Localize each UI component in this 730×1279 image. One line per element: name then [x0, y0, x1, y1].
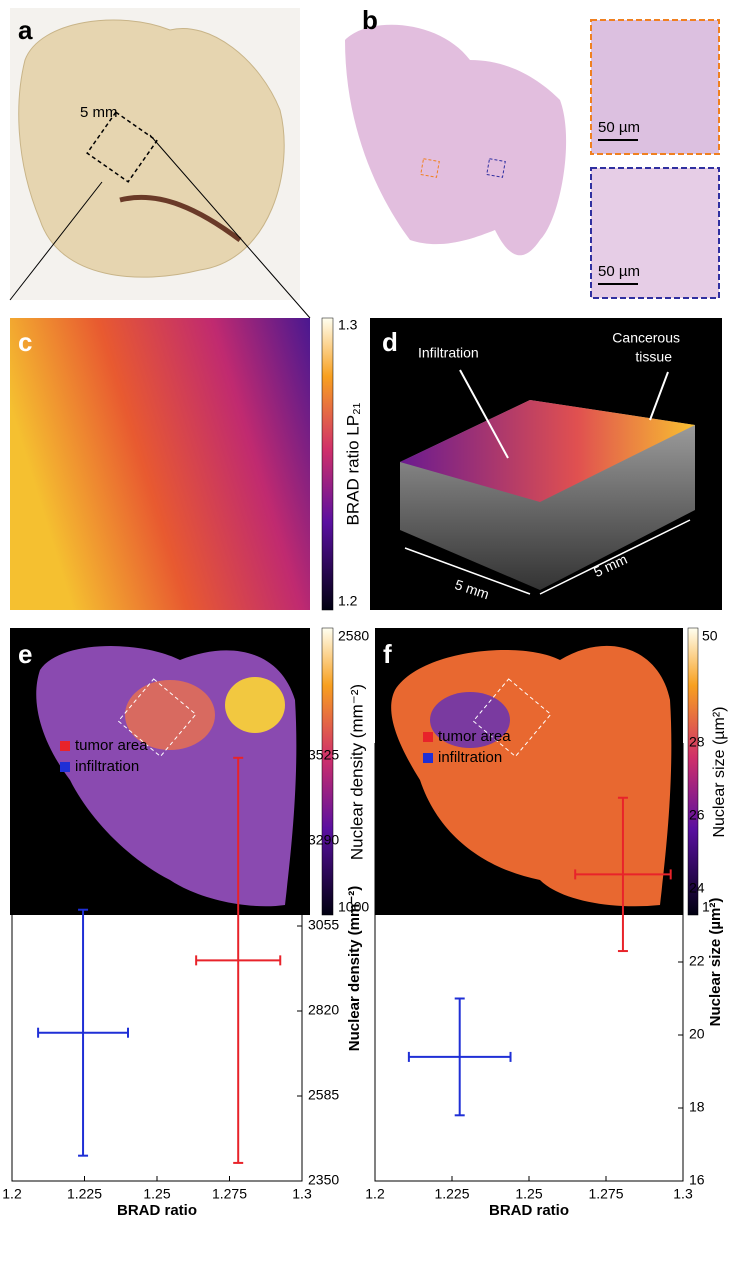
y-tick-label: 20 — [689, 1026, 705, 1042]
roi-blue — [486, 158, 506, 178]
panel-letter: e — [18, 639, 32, 669]
x-tick-label: 1.25 — [515, 1186, 542, 1202]
density-hot — [225, 677, 285, 733]
roi-box — [472, 678, 552, 758]
panel-d: d Infiltration Cancerous tissue 5 mm 5 m… — [370, 318, 722, 610]
scale-label: 50 µm — [598, 263, 640, 280]
scale-label: 50 µm — [598, 119, 640, 136]
cbar-min: 1.2 — [338, 593, 358, 609]
y-tick-label: 3055 — [308, 917, 339, 933]
annotation: tissue — [635, 349, 672, 365]
y-tick-label: 3525 — [308, 747, 339, 763]
x-tick-label: 1.25 — [143, 1186, 170, 1202]
panel-a: a 5 mm — [9, 8, 311, 319]
density-hot — [125, 680, 215, 750]
x-tick-label: 1.225 — [67, 1186, 102, 1202]
panel-letter: f — [383, 639, 392, 669]
panel-letter: b — [362, 5, 378, 35]
panel-letter: h — [398, 758, 414, 788]
inset-blue — [590, 167, 720, 299]
cbar-min: 1000 — [338, 899, 369, 915]
legend-swatch — [423, 753, 433, 763]
legend-label: infiltration — [438, 749, 502, 766]
dim-arrow — [539, 519, 691, 595]
zoom-line — [149, 134, 311, 319]
cbar-max: 1.3 — [338, 317, 358, 333]
roi-orange — [420, 158, 440, 178]
arrow — [649, 371, 669, 421]
x-tick-label: 1.3 — [673, 1186, 693, 1202]
x-axis-label: BRAD ratio — [489, 1202, 569, 1219]
colorbar — [321, 627, 334, 916]
x-tick-label: 1.2 — [2, 1186, 22, 1202]
legend-label: tumor area — [438, 728, 511, 745]
cbar-min: 1 — [702, 899, 710, 915]
histology — [345, 24, 567, 256]
scale-label: 5 mm — [80, 104, 118, 121]
panel-letter: c — [18, 327, 32, 357]
panel-b: b 50 µm 50 µm — [345, 5, 720, 299]
size-low — [430, 692, 510, 748]
legend-swatch — [423, 732, 433, 742]
x-tick-label: 1.3 — [292, 1186, 312, 1202]
y-axis-label: Nuclear size (µm²) — [707, 898, 724, 1027]
y-tick-label: 26 — [689, 807, 705, 823]
roi-box — [117, 678, 197, 758]
x-tick-label: 1.225 — [434, 1186, 469, 1202]
tissue-vessel — [119, 194, 242, 243]
y-tick-label: 24 — [689, 880, 705, 896]
cbar-label: Nuclear density (mm⁻²) — [347, 684, 366, 860]
panel-f: f 50 1 Nuclear size (µm²) — [375, 627, 728, 916]
y-tick-label: 16 — [689, 1172, 705, 1188]
volume-top — [400, 400, 695, 502]
dim-arrow — [404, 547, 531, 595]
y-tick-label: 28 — [689, 734, 705, 750]
legend-label: infiltration — [75, 758, 139, 775]
y-tick-label: 3290 — [308, 832, 339, 848]
arrow — [459, 369, 509, 459]
panel-c: c 1.3 1.2 BRAD ratio LP₂₁ — [10, 317, 362, 611]
inset-orange — [590, 19, 720, 155]
panel-e: e 2580 1000 Nuclear density (mm⁻²) — [10, 627, 369, 916]
y-tick-label: 22 — [689, 953, 705, 969]
brad-map — [10, 318, 310, 610]
colorbar — [687, 627, 699, 916]
charts: 1.2 1.225 1.25 1.275 1.323502585282030553290… — [2, 728, 724, 1219]
legend-label: tumor area — [75, 737, 148, 754]
cbar-max: 2580 — [338, 628, 369, 644]
zoom-line — [9, 181, 103, 301]
panel-letter: a — [18, 15, 33, 45]
y-tick-label: 2585 — [308, 1087, 339, 1103]
panel-letter: d — [382, 327, 398, 357]
y-axis-label: Nuclear density (mm⁻²) — [346, 886, 363, 1051]
y-tick-label: 2350 — [308, 1172, 339, 1188]
x-tick-label: 1.275 — [212, 1186, 247, 1202]
cbar-label: Nuclear size (µm²) — [711, 706, 728, 837]
x-axis-label: BRAD ratio — [117, 1202, 197, 1219]
panel-letter: g — [35, 753, 51, 783]
cbar-label: BRAD ratio LP₂₁ — [343, 402, 362, 525]
y-tick-label: 18 — [689, 1099, 705, 1115]
colorbar — [321, 317, 334, 611]
annotation: Cancerous — [612, 330, 680, 346]
legend-swatch — [60, 741, 70, 751]
cbar-max: 50 — [702, 628, 718, 644]
x-tick-label: 1.275 — [588, 1186, 623, 1202]
x-tick-label: 1.2 — [365, 1186, 385, 1202]
annotation: Infiltration — [418, 345, 479, 361]
y-tick-label: 2820 — [308, 1002, 339, 1018]
legend-swatch — [60, 762, 70, 772]
